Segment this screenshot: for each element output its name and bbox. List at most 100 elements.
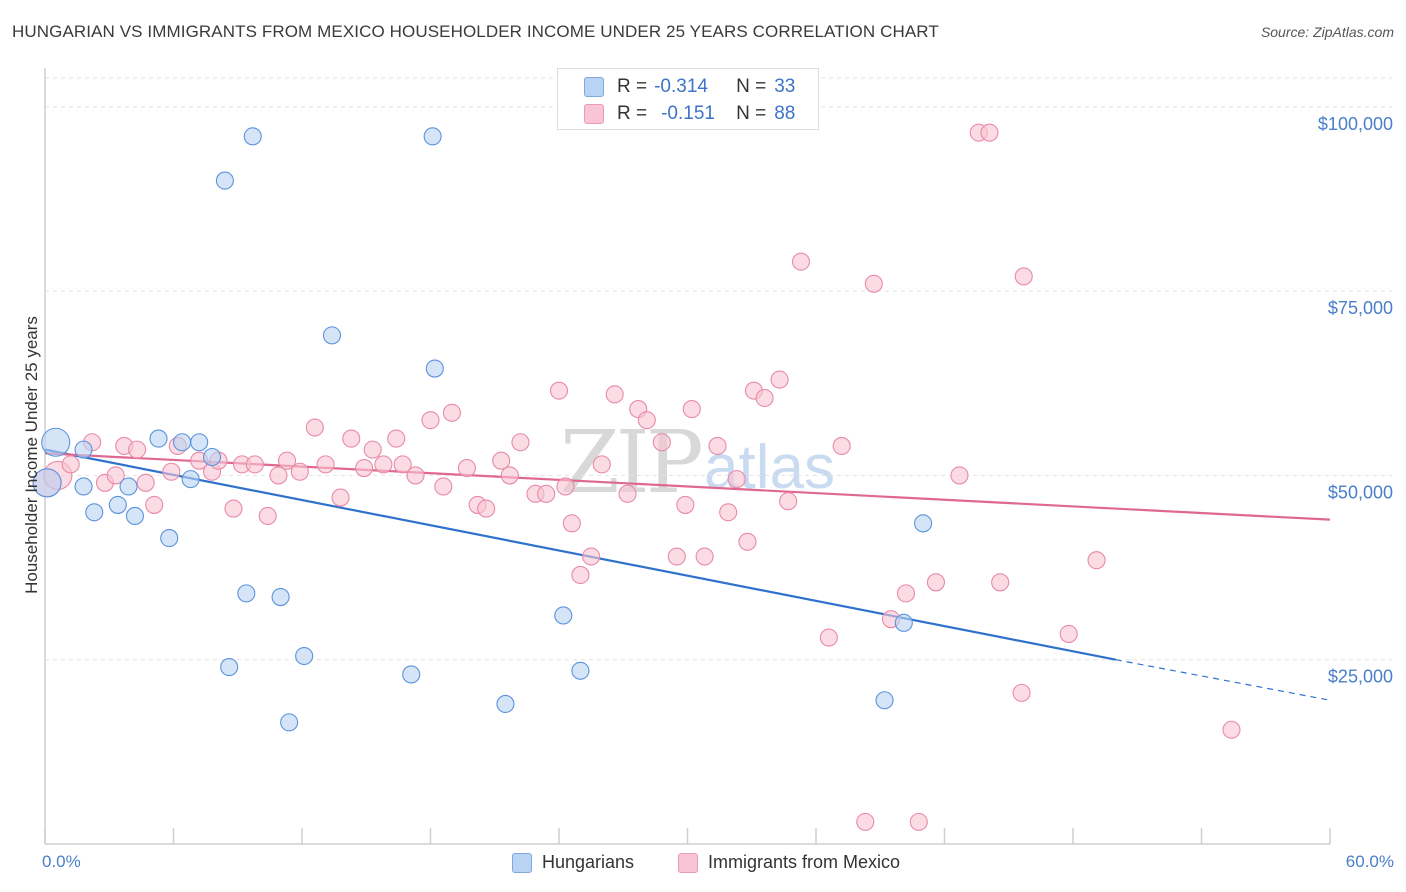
series-1 (32, 123, 1241, 831)
data-point (991, 573, 1010, 592)
data-point (149, 429, 168, 448)
stats-legend: R = -0.314 N = 33 R = -0.151 N = 88 (557, 68, 819, 130)
data-point (374, 455, 393, 474)
data-point (245, 455, 264, 474)
data-point (875, 691, 894, 710)
legend-swatch-mexico (584, 104, 604, 124)
data-point (676, 495, 695, 514)
data-point (914, 514, 933, 533)
data-point (119, 477, 138, 496)
data-point (719, 503, 738, 522)
data-point (667, 547, 686, 566)
data-point (832, 436, 851, 455)
x-axis-min-label: 0.0% (42, 852, 81, 871)
data-point (856, 812, 875, 831)
data-point (61, 455, 80, 474)
legend-r-value: -0.314 (654, 76, 708, 97)
legend-item-hungarians[interactable]: Hungarians (512, 852, 634, 873)
data-point (363, 440, 382, 459)
data-point (554, 606, 573, 625)
data-point (108, 495, 127, 514)
data-point (295, 646, 314, 666)
source-label: Source: ZipAtlas.com (1260, 24, 1394, 40)
x-axis-max-label: 60.0% (1345, 852, 1394, 871)
data-point (220, 658, 239, 677)
data-point (779, 492, 798, 511)
data-point (1222, 720, 1241, 739)
data-point (128, 440, 147, 459)
trend-lines (44, 448, 1331, 701)
data-point (106, 466, 125, 485)
data-point (181, 470, 200, 489)
data-point (342, 429, 361, 448)
data-point (791, 252, 811, 271)
data-point (434, 477, 453, 496)
data-point (387, 429, 406, 448)
data-point (190, 433, 209, 452)
legend-n-value: 33 (774, 76, 796, 97)
legend-swatch-hungarians (512, 852, 532, 873)
data-point (770, 370, 789, 389)
data-point (74, 440, 93, 459)
data-point (819, 628, 838, 647)
data-point (496, 694, 515, 713)
data-points (32, 123, 1241, 831)
trend-line-extension (1115, 659, 1331, 701)
y-tick-label: $75,000 (1328, 298, 1393, 318)
data-point (637, 411, 656, 430)
data-point (224, 499, 243, 518)
data-point (738, 532, 757, 551)
data-point (162, 462, 181, 481)
y-tick-label: $25,000 (1328, 667, 1393, 687)
legend-swatch-mexico (678, 852, 698, 873)
trend-line-0 (44, 448, 1117, 661)
data-point (203, 447, 222, 467)
data-point (237, 584, 256, 603)
legend-n-label: N = (736, 103, 767, 124)
data-point (1014, 267, 1033, 286)
data-point (582, 547, 601, 566)
data-point (442, 403, 461, 422)
legend-n-value: 88 (774, 103, 796, 124)
data-point (243, 127, 262, 146)
data-point (492, 451, 511, 470)
data-point (125, 506, 144, 526)
series-0 (32, 127, 933, 732)
data-point (980, 123, 999, 142)
y-tick-label: $50,000 (1328, 482, 1393, 502)
data-point (215, 171, 234, 190)
data-point (571, 565, 590, 584)
data-point (592, 455, 611, 474)
data-point (423, 127, 442, 146)
data-point (556, 477, 575, 496)
gridlines (45, 77, 1392, 661)
legend-swatch-hungarians (584, 77, 604, 97)
legend-r-label: R = (617, 103, 648, 124)
data-point (537, 484, 556, 503)
data-point (896, 584, 916, 603)
data-point (145, 495, 164, 514)
data-point (511, 433, 530, 452)
data-point (549, 381, 569, 400)
data-point (477, 499, 496, 518)
data-point (864, 274, 883, 293)
legend-row-mexico: R = -0.151 N = 88 (584, 103, 795, 125)
data-point (1087, 551, 1106, 570)
data-point (271, 588, 290, 607)
data-point (755, 388, 774, 408)
data-point (950, 466, 969, 485)
data-point (393, 455, 412, 474)
data-point (160, 529, 179, 548)
data-point (926, 573, 945, 592)
data-point (695, 547, 714, 566)
legend-item-mexico[interactable]: Immigrants from Mexico (678, 852, 900, 873)
data-point (727, 470, 746, 489)
data-point (355, 459, 374, 478)
data-point (316, 455, 335, 474)
legend-n-label: N = (736, 76, 767, 97)
data-point (322, 326, 342, 345)
data-point (425, 359, 444, 378)
data-point (269, 466, 288, 485)
legend-row-hungarians: R = -0.314 N = 33 (584, 76, 795, 98)
y-axis-label: Householder Income Under 25 years (22, 316, 41, 594)
